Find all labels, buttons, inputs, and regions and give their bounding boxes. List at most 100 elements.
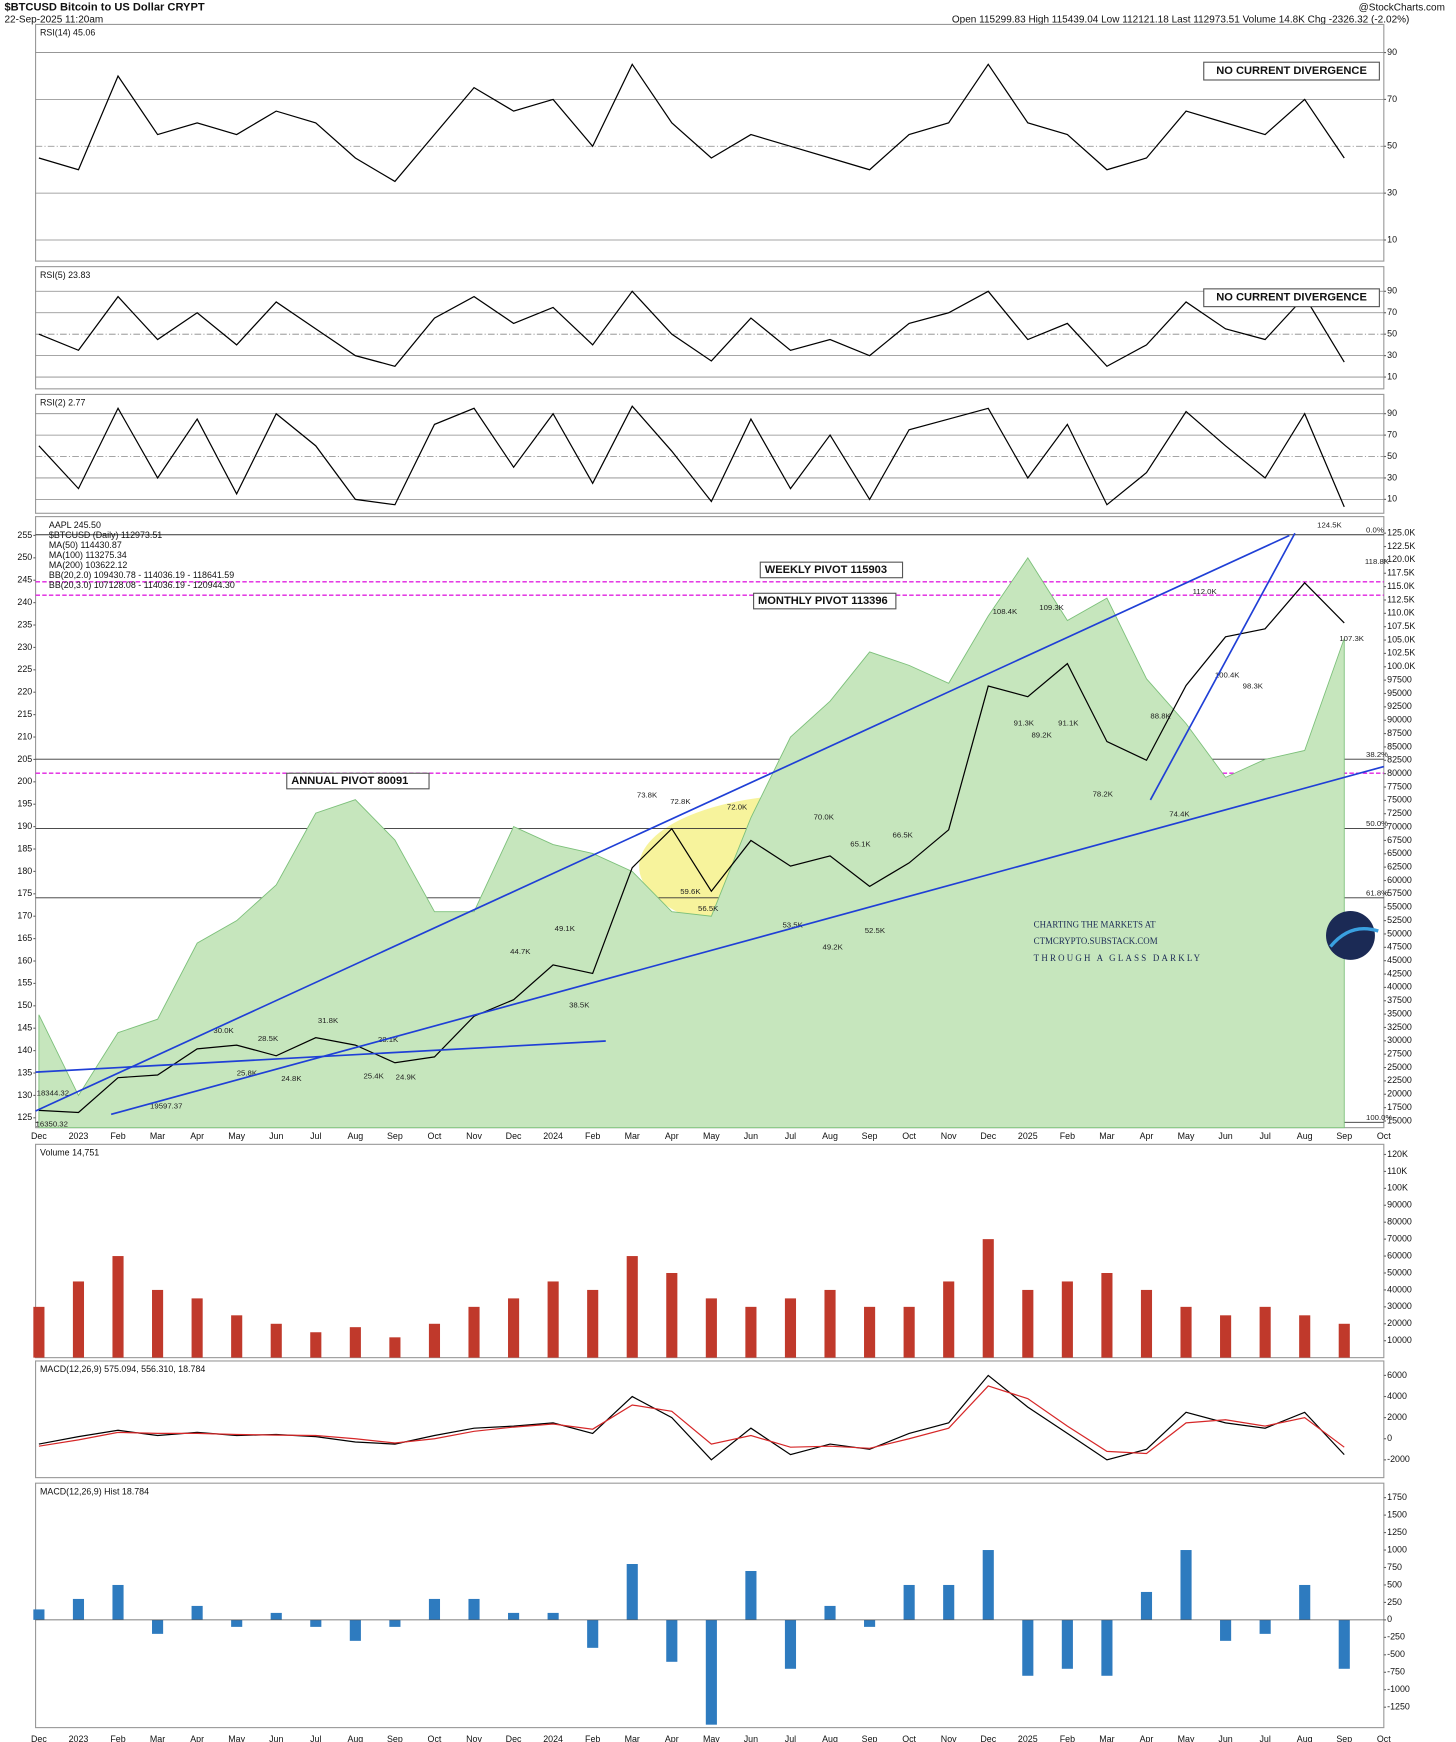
- x-tick-label: May: [703, 1734, 720, 1742]
- y-tick-label: 40000: [1387, 1284, 1412, 1294]
- price-annotation: 59.6K: [680, 887, 701, 896]
- x-tick-label: Sep: [862, 1734, 878, 1742]
- bar: [784, 1619, 797, 1669]
- y-tick-label: 72500: [1387, 808, 1412, 818]
- x-tick-label: May: [228, 1734, 245, 1742]
- bar: [587, 1289, 599, 1358]
- fib-label: 38.2%: [1366, 750, 1388, 759]
- y-tick-label: 85000: [1387, 741, 1412, 751]
- x-tick-label: Feb: [110, 1131, 125, 1141]
- x-tick-label: May: [228, 1131, 245, 1141]
- bar: [745, 1570, 757, 1620]
- x-tick-label: Aug: [347, 1131, 363, 1141]
- quote: Open 115299.83 High 115439.04 Low 112121…: [952, 15, 1409, 26]
- y-tick-label: 60000: [1387, 875, 1412, 885]
- y-tick-label: 10: [1387, 234, 1397, 244]
- y2-tick-label: 190: [17, 821, 32, 831]
- bar: [428, 1323, 441, 1358]
- x-tick-label: Mar: [150, 1734, 165, 1742]
- logo-arrow: [1329, 926, 1379, 948]
- bar: [666, 1272, 678, 1358]
- panel-frame: [35, 393, 1385, 514]
- y-tick-label: 2000: [1387, 1412, 1407, 1422]
- bar: [310, 1619, 322, 1627]
- bar: [1338, 1323, 1350, 1358]
- x-tick-label: Dec: [980, 1131, 996, 1141]
- y-tick-label: 90000: [1387, 1200, 1412, 1210]
- indicator-label: BB(20,3.0) 107128.08 - 114036.19 - 12094…: [49, 580, 235, 590]
- y-tick-label: 92500: [1387, 701, 1412, 711]
- price-annotation: 38.5K: [569, 1001, 590, 1010]
- price-annotation: 24.8K: [281, 1074, 302, 1083]
- bar: [1022, 1619, 1034, 1676]
- y-tick-label: 32500: [1387, 1022, 1412, 1032]
- area: [38, 557, 1345, 1129]
- fib-label: 100.0%: [1366, 1113, 1392, 1122]
- line: [38, 290, 1345, 368]
- fib-label: 0.0%: [1366, 525, 1384, 534]
- y-tick-label: 10000: [1387, 1335, 1412, 1345]
- fib-label: 61.8%: [1366, 888, 1388, 897]
- x-tick-label: May: [1178, 1131, 1195, 1141]
- y-tick-label: 100.0K: [1387, 661, 1415, 671]
- bar: [72, 1281, 85, 1358]
- price-annotation: 112.0K: [1193, 587, 1218, 596]
- x-tick-label: Jul: [1259, 1734, 1270, 1742]
- x-tick-label: Mar: [625, 1131, 640, 1141]
- bar: [349, 1327, 361, 1358]
- y2-tick-label: 230: [17, 642, 32, 652]
- indicator-label: MA(50) 114430.87: [49, 540, 122, 550]
- bar: [1101, 1619, 1113, 1676]
- bar: [152, 1619, 164, 1634]
- panel-title: MACD(12,26,9) Hist 18.784: [40, 1486, 149, 1496]
- x-tick-label: Dec: [31, 1131, 47, 1141]
- bar: [349, 1619, 361, 1641]
- pivot-box: [759, 561, 904, 579]
- y-tick-label: 70: [1387, 429, 1397, 439]
- y2-tick-label: 185: [17, 843, 32, 853]
- y-tick-label: 500: [1387, 1579, 1402, 1589]
- x-tick-label: Jun: [744, 1131, 758, 1141]
- bar: [1259, 1619, 1271, 1634]
- price-annotation: 28.1K: [378, 1035, 399, 1044]
- bar: [1338, 1619, 1350, 1669]
- legend-entry: $BTCUSD (Daily) 112973.51: [49, 530, 162, 540]
- y-tick-label: 70000: [1387, 1233, 1412, 1243]
- y-tick-label: 115.0K: [1387, 581, 1415, 591]
- x-tick-label: Jun: [744, 1734, 758, 1742]
- x-tick-label: Aug: [1297, 1734, 1313, 1742]
- bar: [943, 1281, 955, 1358]
- y2-tick-label: 145: [17, 1023, 32, 1033]
- line: [38, 405, 1345, 508]
- y-tick-label: 55000: [1387, 902, 1412, 912]
- panel-title: RSI(2) 2.77: [40, 398, 85, 408]
- x-tick-label: Feb: [1060, 1734, 1075, 1742]
- bar: [508, 1612, 520, 1620]
- bar: [1140, 1591, 1153, 1620]
- panel-title: RSI(5) 23.83: [40, 270, 90, 280]
- y-tick-label: 35000: [1387, 1008, 1412, 1018]
- x-tick-label: Nov: [941, 1734, 957, 1742]
- y-tick-label: 57500: [1387, 888, 1412, 898]
- price-annotation: 56.5K: [698, 904, 719, 913]
- pivot-label: WEEKLY PIVOT 115903: [765, 564, 887, 576]
- y-tick-label: 50: [1387, 141, 1397, 151]
- x-tick-label: Aug: [822, 1734, 838, 1742]
- bar: [72, 1598, 85, 1620]
- price-annotation: 88.8K: [1150, 712, 1171, 721]
- price-annotation: 19597.37: [150, 1102, 182, 1111]
- price-annotation: 18344.32: [37, 1088, 69, 1097]
- panel-frame: [35, 1360, 1385, 1479]
- bar: [231, 1619, 243, 1627]
- panel-frame: [35, 23, 1385, 262]
- price-annotation: 49.1K: [555, 924, 576, 933]
- price-annotation: 52.5K: [865, 926, 886, 935]
- y-tick-label: 22500: [1387, 1075, 1412, 1085]
- bar: [705, 1298, 717, 1358]
- x-tick-label: Sep: [387, 1131, 403, 1141]
- y2-tick-label: 170: [17, 911, 32, 921]
- price-annotation: 73.8K: [637, 791, 658, 800]
- watermark: THROUGH A GLASS DARKLY: [1034, 953, 1203, 963]
- x-tick-label: Jul: [310, 1734, 321, 1742]
- price-annotation: 74.4K: [1169, 809, 1190, 818]
